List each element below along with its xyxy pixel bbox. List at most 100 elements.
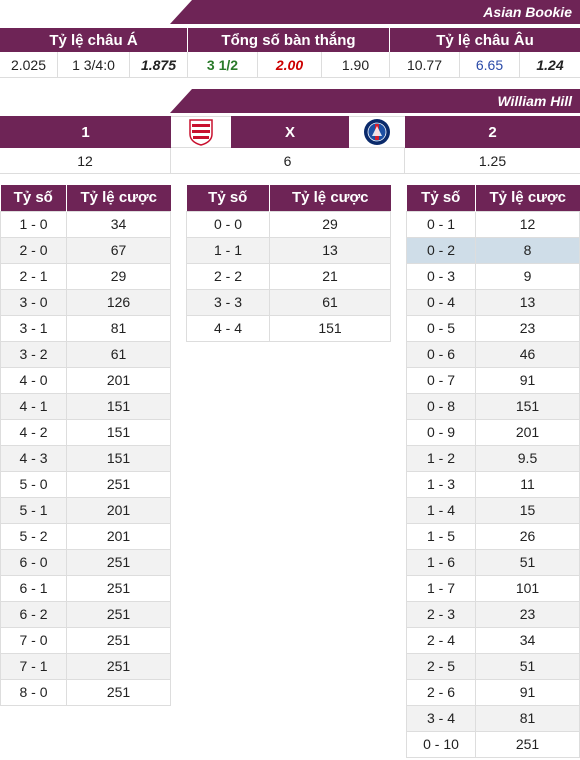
- score-row: 1 - 1 13: [186, 236, 391, 264]
- draw-scores-table: Tỷ số Tỷ lệ cược 0 - 0 29 1 - 1 13 2 - 2 21 3 …: [186, 185, 391, 342]
- odds-cell: 201: [66, 366, 171, 394]
- score-row: 1 - 7 101: [406, 574, 580, 602]
- william-hill-header: 1 X 2: [0, 116, 580, 148]
- odds-cell: 9.5: [475, 444, 580, 472]
- odds-cell: 81: [475, 704, 580, 732]
- away-team-logo: [349, 116, 405, 148]
- home-win-scores-table: Tỷ số Tỷ lệ cược 1 - 0 34 2 - 0 67 2 - 1 29 3 …: [0, 185, 171, 706]
- european-odds-header: Tỷ lệ châu Âu: [436, 31, 534, 49]
- score-row: 3 - 1 81: [0, 314, 171, 342]
- score-cell: 4 - 4: [186, 314, 270, 342]
- score-cell: 2 - 3: [406, 600, 476, 628]
- score-cell: 1 - 5: [406, 522, 476, 550]
- asian-bookie-odds-row: 2.025 1 3/4:0 1.875 3 1/2 2.00 1.90 10.7…: [0, 52, 580, 78]
- odds-value: 3 1/2: [188, 52, 258, 77]
- odds-column-header: Tỷ lệ cược: [269, 185, 391, 211]
- score-cell: 2 - 5: [406, 652, 476, 680]
- odds-cell: 13: [269, 236, 391, 264]
- score-cell: 0 - 8: [406, 392, 476, 420]
- score-row: 6 - 1 251: [0, 574, 171, 602]
- odds-value: 1.90: [322, 52, 390, 77]
- odds-cell: 151: [66, 418, 171, 446]
- score-row: 4 - 2 151: [0, 418, 171, 446]
- william-hill-banner: William Hill: [170, 89, 580, 113]
- score-cell: 4 - 1: [0, 392, 67, 420]
- score-row: 2 - 6 91: [406, 678, 580, 706]
- score-cell: 1 - 7: [406, 574, 476, 602]
- odds-value: 2.00: [258, 52, 322, 77]
- score-row: 0 - 6 46: [406, 340, 580, 368]
- score-cell: 5 - 0: [0, 470, 67, 498]
- away-crest-icon: [364, 119, 390, 145]
- odds-cell: 21: [269, 262, 391, 290]
- score-cell: 0 - 4: [406, 288, 476, 316]
- score-cell: 7 - 1: [0, 652, 67, 680]
- odds-value: 1.24: [536, 56, 564, 73]
- score-row: 4 - 1 151: [0, 392, 171, 420]
- score-row: 0 - 7 91: [406, 366, 580, 394]
- score-cell: 2 - 6: [406, 678, 476, 706]
- score-row: 3 - 0 126: [0, 288, 171, 316]
- score-cell: 0 - 10: [406, 730, 476, 758]
- odds-cell: 9: [475, 262, 580, 290]
- odds-cell: 13: [475, 288, 580, 316]
- odds-cell: 61: [269, 288, 391, 316]
- score-cell: 3 - 2: [0, 340, 67, 368]
- score-cell: 2 - 1: [0, 262, 67, 290]
- odds-cell: 151: [66, 392, 171, 420]
- score-cell: 4 - 2: [0, 418, 67, 446]
- score-cell: 2 - 4: [406, 626, 476, 654]
- draw-header: X: [231, 116, 349, 148]
- odds-value: 1.25: [478, 152, 507, 169]
- score-row: 4 - 4 151: [186, 314, 391, 342]
- odds-cell: 61: [66, 340, 171, 368]
- score-cell: 1 - 3: [406, 470, 476, 498]
- score-column-header: Tỷ số: [0, 185, 67, 211]
- odds-column-header: Tỷ lệ cược: [475, 185, 580, 211]
- score-cell: 4 - 3: [0, 444, 67, 472]
- score-row: 4 - 3 151: [0, 444, 171, 472]
- score-row: 3 - 2 61: [0, 340, 171, 368]
- odds-cell: 51: [475, 548, 580, 576]
- away-win-header: 2: [405, 116, 580, 148]
- score-row: 2 - 5 51: [406, 652, 580, 680]
- odds-cell: 251: [66, 470, 171, 498]
- score-row: 6 - 2 251: [0, 600, 171, 628]
- odds-cell: 51: [475, 652, 580, 680]
- odds-column-header: Tỷ lệ cược: [66, 185, 171, 211]
- score-row: 4 - 0 201: [0, 366, 171, 394]
- odds-cell: 46: [475, 340, 580, 368]
- score-cell: 1 - 6: [406, 548, 476, 576]
- score-row: 0 - 8 151: [406, 392, 580, 420]
- score-cell: 8 - 0: [0, 678, 67, 706]
- odds-cell: 201: [66, 496, 171, 524]
- odds-value: 10.77: [390, 52, 460, 77]
- odds-cell: 151: [269, 314, 391, 342]
- score-row: 7 - 0 251: [0, 626, 171, 654]
- score-row: 0 - 10 251: [406, 730, 580, 758]
- odds-cell: 23: [475, 314, 580, 342]
- odds-cell: 251: [66, 548, 171, 576]
- score-cell: 6 - 1: [0, 574, 67, 602]
- score-row: 2 - 1 29: [0, 262, 171, 290]
- odds-cell: 251: [66, 678, 171, 706]
- odds-cell: 101: [475, 574, 580, 602]
- score-cell: 3 - 1: [0, 314, 67, 342]
- odds-value: 1.875: [130, 52, 188, 77]
- william-hill-odds-row: 12 6 1.25: [0, 148, 580, 174]
- score-cell: 2 - 2: [186, 262, 270, 290]
- odds-cell: 34: [66, 210, 171, 238]
- score-cell: 0 - 9: [406, 418, 476, 446]
- odds-cell: 151: [475, 392, 580, 420]
- score-row: 1 - 5 26: [406, 522, 580, 550]
- odds-cell: 251: [475, 730, 580, 758]
- odds-cell: 23: [475, 600, 580, 628]
- odds-cell: 151: [66, 444, 171, 472]
- score-row: 2 - 0 67: [0, 236, 171, 264]
- score-row: 2 - 4 34: [406, 626, 580, 654]
- score-row: 6 - 0 251: [0, 548, 171, 576]
- odds-value: 12: [0, 148, 171, 173]
- score-row: 3 - 4 81: [406, 704, 580, 732]
- score-cell: 7 - 0: [0, 626, 67, 654]
